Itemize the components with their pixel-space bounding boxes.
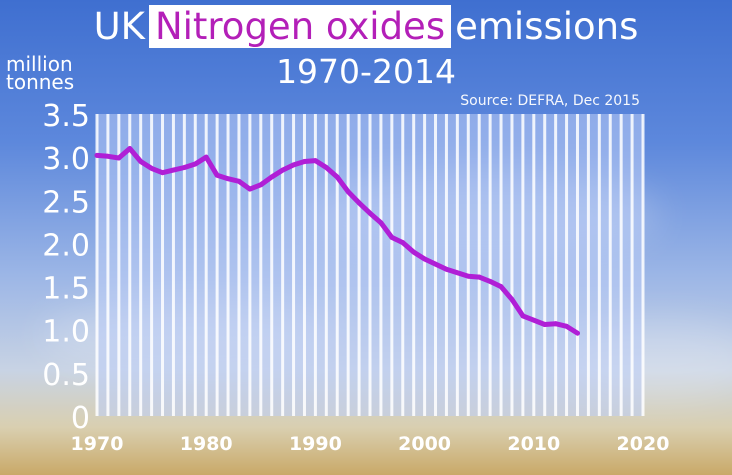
y-tick-label: 2.5 — [42, 185, 90, 220]
data-points — [94, 146, 580, 336]
unit-word-1: million — [6, 52, 73, 76]
data-point — [345, 189, 351, 195]
y-tick-label: 3.0 — [42, 142, 90, 177]
x-axis-ticks: 1970 1980 1990 2000 2010 2020 — [71, 433, 670, 455]
y-tick-label: 2.0 — [42, 228, 90, 263]
data-point — [553, 321, 559, 327]
data-point — [411, 249, 417, 255]
data-point — [313, 158, 318, 163]
y-axis-ticks: 0 0.5 1.0 1.5 2.0 2.5 3.0 3.5 — [42, 99, 90, 436]
x-tick-label: 2020 — [617, 433, 670, 455]
data-point — [378, 220, 384, 226]
grid-lines — [95, 114, 645, 416]
data-point — [400, 240, 406, 245]
data-point — [105, 153, 111, 159]
data-point — [116, 155, 122, 161]
data-point — [356, 200, 362, 206]
data-point — [520, 313, 526, 319]
data-point — [203, 154, 209, 160]
data-point — [160, 170, 165, 176]
title-prefix: UK — [93, 5, 145, 48]
data-point — [454, 270, 460, 276]
data-point — [476, 274, 482, 280]
x-tick-label: 2000 — [398, 433, 451, 455]
data-point — [323, 165, 329, 170]
data-point — [94, 153, 100, 158]
y-tick-label: 1.5 — [42, 272, 90, 307]
data-point — [302, 159, 307, 164]
data-point — [334, 174, 340, 180]
data-point — [564, 323, 569, 329]
unit-word-2: tonnes — [6, 70, 75, 94]
data-point — [291, 162, 296, 168]
data-point — [433, 261, 438, 267]
title-suffix: emissions — [455, 5, 639, 48]
data-point — [498, 284, 504, 289]
data-point — [214, 172, 220, 178]
y-axis-unit-label: million tonnes — [6, 52, 86, 94]
x-tick-label: 2010 — [507, 433, 560, 455]
data-point — [225, 176, 231, 182]
x-tick-label: 1980 — [180, 433, 233, 455]
data-point — [149, 165, 155, 171]
y-tick-label: 1.0 — [42, 315, 90, 350]
data-point — [444, 266, 449, 272]
source-note: Source: DEFRA, Dec 2015 — [460, 93, 640, 109]
data-point — [258, 182, 264, 188]
data-point — [422, 256, 427, 262]
data-point — [389, 234, 395, 240]
data-point — [269, 174, 275, 180]
x-tick-label: 1970 — [71, 433, 124, 455]
data-point — [192, 161, 198, 167]
y-tick-label: 0.5 — [42, 358, 90, 393]
chart-subtitle: 1970-2014 — [276, 52, 456, 91]
data-point — [465, 273, 471, 279]
data-point — [138, 159, 144, 164]
data-point — [542, 322, 548, 327]
x-tick-label: 1990 — [289, 433, 342, 455]
data-point — [575, 330, 580, 336]
data-point — [236, 178, 242, 184]
data-point — [367, 210, 373, 216]
data-point — [509, 297, 515, 302]
title-highlight: Nitrogen oxides — [148, 5, 452, 48]
data-point — [280, 167, 286, 173]
data-point — [127, 146, 133, 151]
y-tick-label: 3.5 — [42, 99, 90, 134]
data-point — [247, 186, 253, 192]
y-tick-label: 0 — [71, 401, 90, 436]
data-point — [181, 165, 187, 170]
data-point — [531, 317, 537, 323]
data-point — [487, 278, 493, 284]
chart-title: UK Nitrogen oxides emissions — [0, 4, 732, 50]
data-point — [171, 167, 176, 173]
